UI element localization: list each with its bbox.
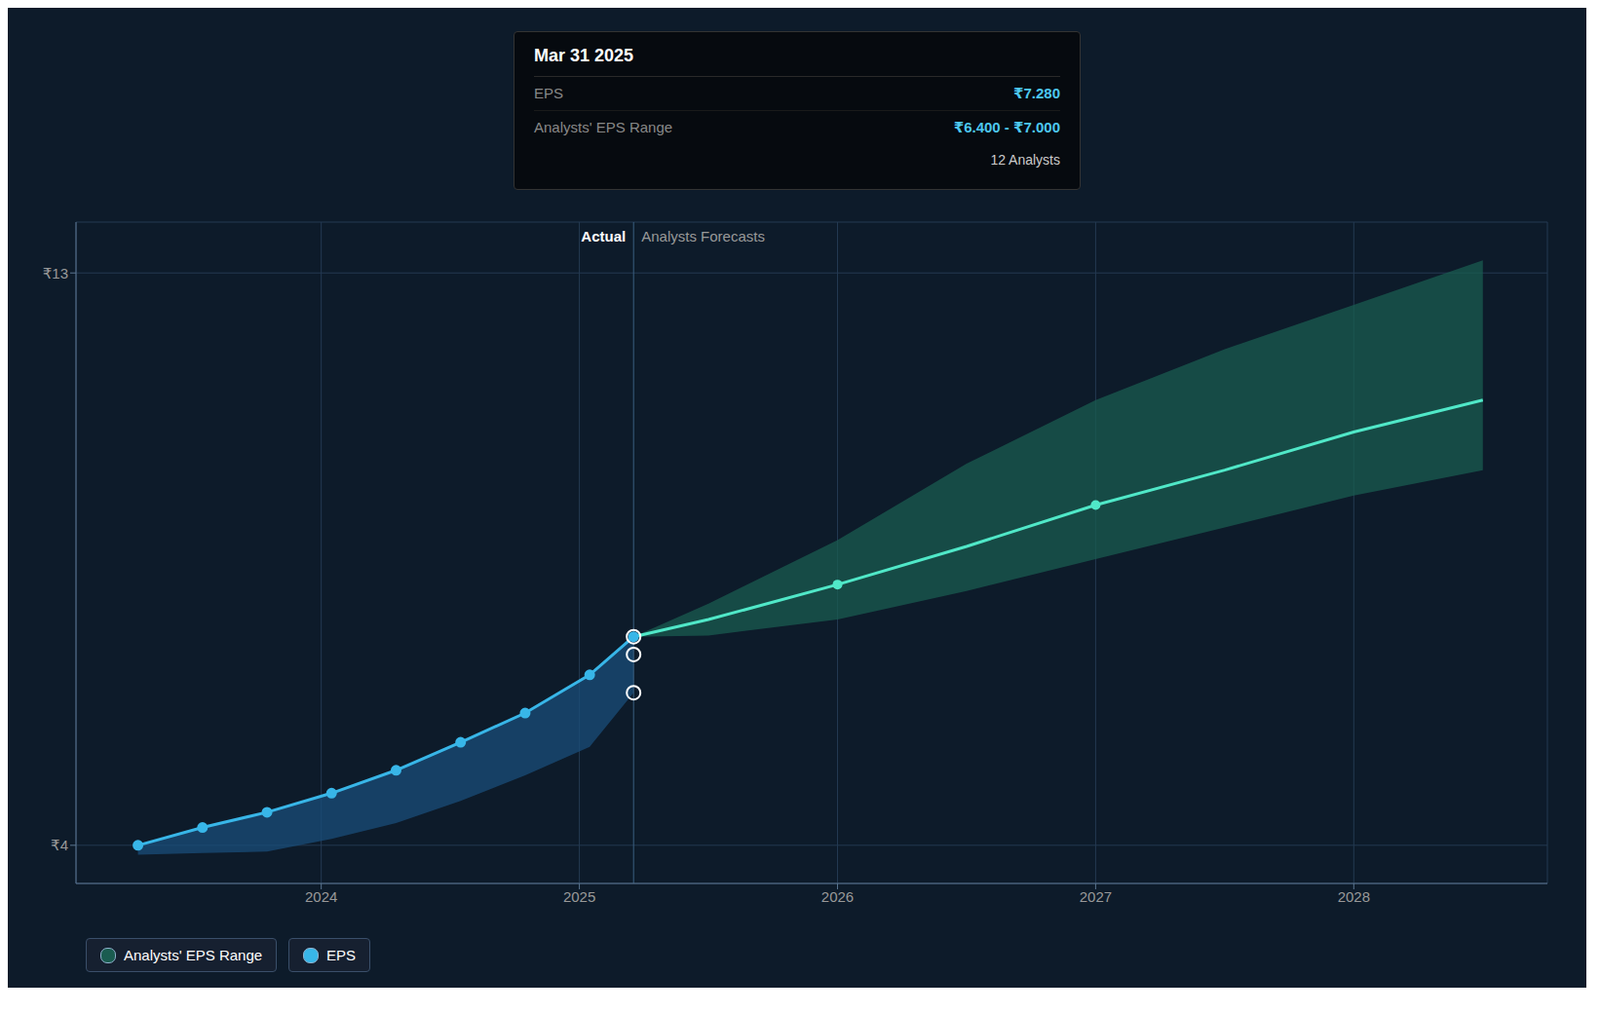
html-text:EPS: EPS [533,84,564,101]
svg-text:Actual: Actual [580,228,626,245]
html-text:12 Analysts: 12 Analysts [990,151,1061,168]
svg-text:₹13: ₹13 [42,265,69,282]
html-text:Analysts' EPS Range: Analysts' EPS Range [533,118,673,135]
svg-text:2025: 2025 [563,888,596,906]
svg-text:Analysts Forecasts: Analysts Forecasts [641,228,765,245]
svg-text:2026: 2026 [821,888,854,906]
html-text:₹7.280: ₹7.280 [1013,84,1061,101]
html-text:Mar 31 2025: Mar 31 2025 [533,45,634,65]
svg-text:₹4: ₹4 [50,837,69,854]
html-text:EPS: EPS [326,947,356,964]
html-text:Analysts' EPS Range: Analysts' EPS Range [123,947,263,964]
svg-text:2024: 2024 [304,888,338,906]
html-text:₹6.400 - ₹7.000: ₹6.400 - ₹7.000 [953,118,1061,135]
svg-text:2028: 2028 [1337,888,1371,906]
svg-text:2027: 2027 [1079,888,1112,906]
